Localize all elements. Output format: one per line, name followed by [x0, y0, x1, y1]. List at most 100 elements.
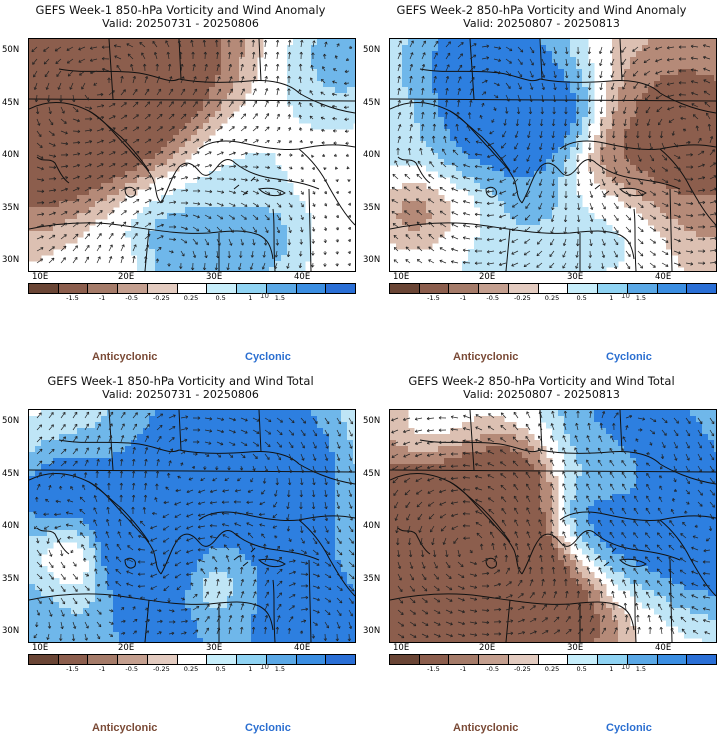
wind-vectors	[31, 39, 353, 271]
colorbar-tick-label: 0.25	[183, 665, 199, 673]
colorbar-tick-label: -1.5	[66, 294, 79, 302]
wind-vectors	[391, 410, 715, 639]
longitude-label: 30E	[567, 643, 584, 653]
map-panel: GEFS Week-1 850-hPa Vorticity and Wind A…	[0, 0, 361, 371]
colorbar-swatch	[449, 655, 480, 664]
colorbar-swatch	[147, 284, 178, 293]
colorbar-tick-label: -0.25	[513, 294, 531, 302]
longitude-label: 30E	[567, 272, 584, 282]
vorticity-field	[390, 39, 716, 271]
colorbar-swatch	[266, 284, 297, 293]
colorbar	[28, 283, 356, 294]
cyclonic-label: Cyclonic	[606, 351, 652, 363]
panel-title: GEFS Week-1 850-hPa Vorticity and Wind A…	[35, 3, 326, 17]
anticyclonic-label: Anticyclonic	[92, 722, 158, 734]
colorbar-swatch	[449, 284, 480, 293]
latitude-label: 35N	[363, 574, 381, 584]
colorbar-swatch	[118, 655, 148, 664]
colorbar-tick-label: 1.5	[274, 665, 286, 673]
latitude-label: 30N	[363, 626, 381, 636]
latitude-label: 40N	[2, 150, 20, 160]
colorbar-tick-label: 1.5	[274, 294, 286, 302]
colorbar-tick-label: -0.5	[486, 665, 500, 673]
colorbar-tick-label: -0.5	[125, 665, 139, 673]
colorbar-swatch	[568, 284, 599, 293]
colorbar-swatch	[58, 655, 89, 664]
colorbar-swatch	[118, 284, 148, 293]
latitude-label: 35N	[2, 203, 20, 213]
colorbar-swatch	[237, 655, 267, 664]
colorbar-tick-label: 0.5	[215, 294, 226, 302]
colorbar-swatch	[657, 284, 688, 293]
latitude-label: 45N	[363, 469, 381, 479]
colorbar-tick-label: -0.25	[152, 665, 170, 673]
latitude-label: 35N	[363, 203, 381, 213]
colorbar-tick-label: 1.5	[635, 294, 647, 302]
colorbar-swatch	[627, 655, 658, 664]
colorbar-swatch	[237, 284, 267, 293]
longitude-label: 10E	[32, 643, 49, 653]
colorbar-swatch	[177, 655, 208, 664]
colorbar-swatch	[508, 284, 539, 293]
panel-title: GEFS Week-2 850-hPa Vorticity and Wind A…	[396, 3, 687, 17]
colorbar-swatch	[390, 655, 420, 664]
vector-scale-label: 10	[260, 663, 269, 671]
vorticity-field	[390, 410, 716, 642]
colorbar-swatch	[479, 284, 509, 293]
panel-valid-dates: Valid: 20250731 - 20250806	[102, 17, 259, 30]
longitude-label: 30E	[206, 272, 223, 282]
colorbar-swatch	[266, 655, 297, 664]
latitude-label: 50N	[2, 45, 20, 55]
vorticity-field	[29, 410, 355, 642]
colorbar-swatch	[326, 655, 356, 664]
wind-vectors	[391, 40, 716, 270]
colorbar-tick-label: 0.25	[544, 294, 560, 302]
colorbar-swatch	[207, 655, 238, 664]
colorbar-tick-label: 1	[609, 665, 614, 673]
vorticity-map	[389, 409, 717, 643]
vorticity-map	[389, 38, 717, 272]
colorbar-tick-label: 0.25	[183, 294, 199, 302]
longitude-label: 20E	[479, 272, 496, 282]
colorbar-tick-label: 0.5	[215, 665, 226, 673]
colorbar-swatch	[29, 655, 59, 664]
wind-vectors	[33, 411, 355, 642]
colorbar-tick-label: 0.25	[544, 665, 560, 673]
latitude-label: 40N	[363, 521, 381, 531]
latitude-label: 30N	[363, 255, 381, 265]
anticyclonic-label: Anticyclonic	[453, 722, 519, 734]
anticyclonic-label: Anticyclonic	[453, 351, 519, 363]
colorbar-tick-label: -1.5	[427, 665, 440, 673]
latitude-label: 45N	[2, 469, 20, 479]
shading-grid	[390, 39, 716, 271]
colorbar-tick-label: 0.5	[576, 665, 587, 673]
vorticity-map	[28, 409, 356, 643]
vector-scale-label: 10	[260, 292, 269, 300]
panel-title: GEFS Week-1 850-hPa Vorticity and Wind T…	[47, 374, 314, 388]
latitude-label: 35N	[2, 574, 20, 584]
colorbar-swatch	[598, 655, 628, 664]
colorbar-tick-label: -0.25	[152, 294, 170, 302]
longitude-label: 10E	[393, 643, 410, 653]
colorbar-tick-label: 1	[609, 294, 614, 302]
colorbar-swatch	[296, 655, 327, 664]
colorbar-swatch	[29, 284, 59, 293]
colorbar-swatch	[296, 284, 327, 293]
colorbar-tick-label: -1	[98, 294, 106, 302]
cyclonic-label: Cyclonic	[245, 351, 291, 363]
latitude-label: 50N	[363, 45, 381, 55]
colorbar-tick-label: -0.5	[486, 294, 500, 302]
colorbar-swatch	[598, 284, 628, 293]
colorbar-swatch	[177, 284, 208, 293]
longitude-label: 10E	[393, 272, 410, 282]
colorbar	[28, 654, 356, 665]
colorbar-tick-label: -1	[98, 665, 106, 673]
colorbar-tick-label: 1.5	[635, 665, 647, 673]
colorbar-swatch	[687, 284, 717, 293]
colorbar-tick-label: -1	[459, 665, 467, 673]
latitude-label: 50N	[363, 416, 381, 426]
coastlines	[29, 39, 355, 271]
colorbar-swatch	[390, 284, 420, 293]
colorbar-swatch	[538, 655, 569, 664]
colorbar-tick-label: 1	[248, 665, 253, 673]
